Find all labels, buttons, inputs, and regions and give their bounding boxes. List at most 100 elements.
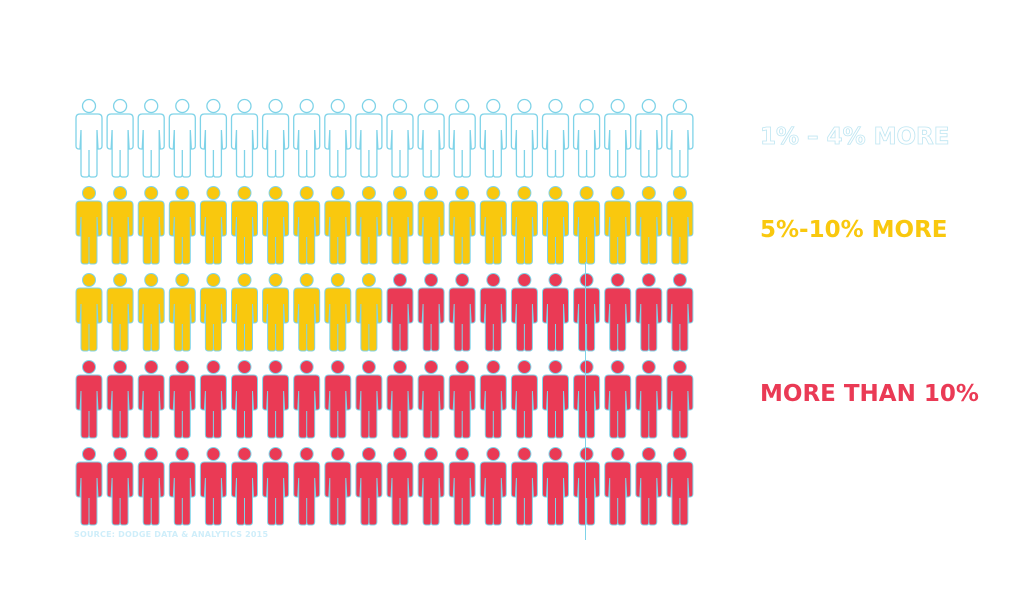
person-icon-47 — [262, 273, 290, 352]
person-icon-1 — [75, 98, 103, 178]
person-icon-6 — [230, 98, 259, 178]
legend-label-more-than-10: MORE THAN 10% — [760, 381, 979, 407]
person-icon-46 — [231, 273, 258, 352]
person-icon-87 — [262, 447, 290, 526]
person-icon-5 — [199, 98, 228, 178]
person-icon-9 — [324, 98, 352, 178]
person-icon-22 — [106, 186, 134, 265]
person-icon-100 — [666, 447, 694, 526]
person-icon-60 — [666, 273, 694, 352]
person-icon-29 — [324, 186, 352, 265]
person-icon-77 — [573, 360, 601, 439]
person-icon-21 — [75, 186, 103, 265]
person-icon-51 — [386, 273, 414, 352]
person-icon-49 — [324, 273, 352, 352]
person-icon-67 — [262, 360, 290, 439]
person-icon-58 — [604, 273, 632, 352]
person-icon-89 — [324, 447, 352, 526]
person-icon-80 — [666, 360, 694, 439]
person-icon-45 — [199, 273, 227, 352]
person-icon-75 — [510, 360, 538, 439]
person-icon-56 — [542, 273, 569, 352]
person-icon-40 — [666, 186, 694, 265]
person-icon-70 — [355, 360, 383, 439]
person-icon-74 — [479, 360, 507, 439]
person-icon-92 — [417, 447, 445, 526]
person-icon-86 — [231, 447, 258, 526]
person-icon-57 — [573, 273, 601, 352]
person-icon-43 — [137, 273, 165, 352]
person-icon-55 — [510, 273, 538, 352]
person-icon-18 — [604, 98, 632, 178]
person-icon-63 — [137, 360, 165, 439]
person-icon-25 — [199, 186, 227, 265]
person-icon-33 — [448, 186, 476, 265]
person-icon-84 — [168, 447, 196, 526]
person-icon-73 — [448, 360, 476, 439]
legend-label-5-10-more: 5%-10% MORE — [760, 217, 948, 243]
person-icon-71 — [386, 360, 414, 439]
person-icon-98 — [604, 447, 632, 526]
person-icon-2 — [106, 98, 134, 178]
person-icon-10 — [355, 98, 383, 178]
person-icon-38 — [604, 186, 632, 265]
person-icon-35 — [510, 186, 538, 265]
person-icon-52 — [417, 273, 445, 352]
person-icon-41 — [75, 273, 103, 352]
person-icon-34 — [479, 186, 507, 265]
person-icon-54 — [479, 273, 507, 352]
person-icon-78 — [604, 360, 632, 439]
person-icon-19 — [635, 98, 663, 178]
person-icon-28 — [293, 186, 321, 265]
person-icon-48 — [293, 273, 321, 352]
person-icon-97 — [573, 447, 601, 526]
person-icon-94 — [479, 447, 507, 526]
person-icon-82 — [106, 447, 134, 526]
person-icon-66 — [231, 360, 258, 439]
person-icon-36 — [542, 186, 569, 265]
icons-layer — [75, 98, 694, 526]
person-icon-83 — [137, 447, 165, 526]
person-icon-27 — [262, 186, 290, 265]
person-icon-13 — [448, 98, 476, 178]
person-icon-76 — [542, 360, 569, 439]
person-icon-68 — [293, 360, 321, 439]
person-icon-79 — [635, 360, 663, 439]
legend-label-1-4-more: 1% – 4% MORE — [760, 124, 950, 151]
person-icon-23 — [137, 186, 165, 265]
person-icon-24 — [168, 186, 196, 265]
person-icon-31 — [386, 186, 414, 265]
person-icon-50 — [355, 273, 383, 352]
person-icon-90 — [355, 447, 383, 526]
person-icon-72 — [417, 360, 445, 439]
person-icon-96 — [542, 447, 569, 526]
person-icon-93 — [448, 447, 476, 526]
person-icon-42 — [106, 273, 134, 352]
person-icon-85 — [199, 447, 227, 526]
person-icon-65 — [199, 360, 227, 439]
person-icon-61 — [75, 360, 103, 439]
person-icon-88 — [293, 447, 321, 526]
person-icon-11 — [386, 98, 414, 178]
person-icon-32 — [417, 186, 445, 265]
person-icon-37 — [573, 186, 601, 265]
person-icon-99 — [635, 447, 663, 526]
person-icon-44 — [168, 273, 196, 352]
source-note: SOURCE: DODGE DATA & ANALYTICS 2015 — [74, 530, 269, 539]
person-icon-20 — [666, 98, 694, 178]
person-icon-3 — [137, 98, 165, 178]
person-icon-91 — [386, 447, 414, 526]
person-icon-14 — [479, 98, 507, 178]
person-icon-95 — [510, 447, 538, 526]
person-icon-8 — [293, 98, 321, 178]
person-icon-30 — [355, 186, 383, 265]
person-icon-12 — [417, 98, 445, 178]
person-icon-53 — [448, 273, 476, 352]
person-icon-39 — [635, 186, 663, 265]
person-icon-64 — [168, 360, 196, 439]
person-icon-81 — [75, 447, 103, 526]
person-icon-59 — [635, 273, 663, 352]
person-icon-69 — [324, 360, 352, 439]
person-icon-7 — [261, 98, 290, 178]
